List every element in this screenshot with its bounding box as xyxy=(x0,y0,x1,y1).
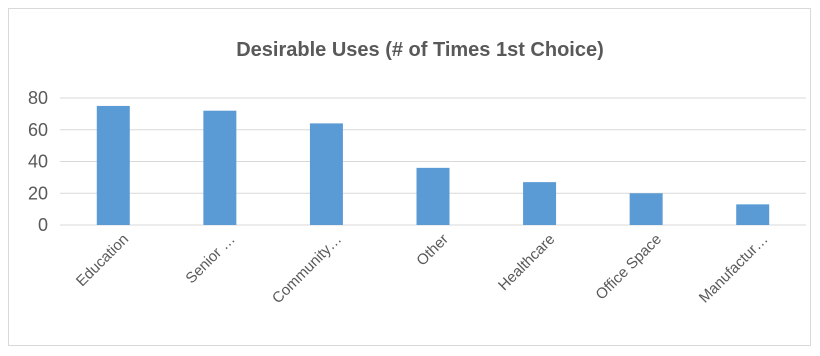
x-axis-labels: Education Senior … Community… Other Healthca… xyxy=(73,231,772,307)
x-tick-label: Other xyxy=(413,231,452,270)
bar-3 xyxy=(416,167,450,225)
y-axis-ticks: 0 20 40 60 80 xyxy=(28,88,48,235)
x-tick-label: Office Space xyxy=(592,231,665,304)
x-tick-label: Manufactur… xyxy=(696,231,772,307)
chart-title: Desirable Uses (# of Times 1st Choice) xyxy=(236,39,604,61)
y-tick-label: 0 xyxy=(38,215,48,235)
bar-4 xyxy=(523,182,557,225)
chart-frame xyxy=(8,8,811,346)
x-tick-label: Community… xyxy=(269,231,345,307)
y-tick-label: 80 xyxy=(28,88,48,108)
x-tick-label: Healthcare xyxy=(495,231,558,294)
bar-0 xyxy=(96,105,130,225)
x-tick-label: Senior … xyxy=(182,231,238,287)
bar-1 xyxy=(203,110,237,225)
bar-6 xyxy=(736,204,770,225)
x-tick-label: Education xyxy=(73,231,132,290)
bar-2 xyxy=(309,123,343,225)
y-tick-label: 20 xyxy=(28,183,48,203)
y-tick-label: 40 xyxy=(28,152,48,172)
bar-5 xyxy=(629,193,663,225)
bars xyxy=(96,105,770,225)
y-tick-label: 60 xyxy=(28,120,48,140)
